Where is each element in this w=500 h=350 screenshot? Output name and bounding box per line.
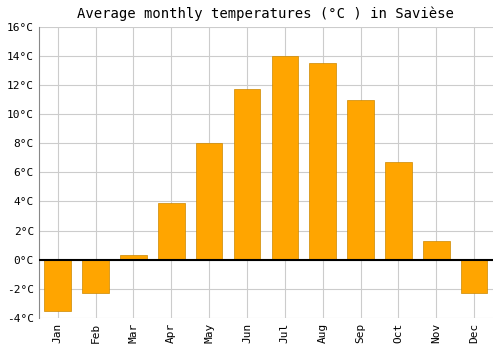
Title: Average monthly temperatures (°C ) in Savièse: Average monthly temperatures (°C ) in Sa…: [78, 7, 454, 21]
Bar: [120, 256, 146, 260]
Bar: [310, 63, 336, 260]
Bar: [272, 56, 298, 260]
Bar: [348, 99, 374, 260]
Bar: [385, 162, 411, 260]
Bar: [196, 143, 222, 260]
Bar: [423, 241, 450, 260]
Bar: [82, 260, 109, 293]
Bar: [158, 203, 184, 260]
Bar: [234, 89, 260, 260]
Bar: [44, 260, 71, 311]
Bar: [461, 260, 487, 293]
